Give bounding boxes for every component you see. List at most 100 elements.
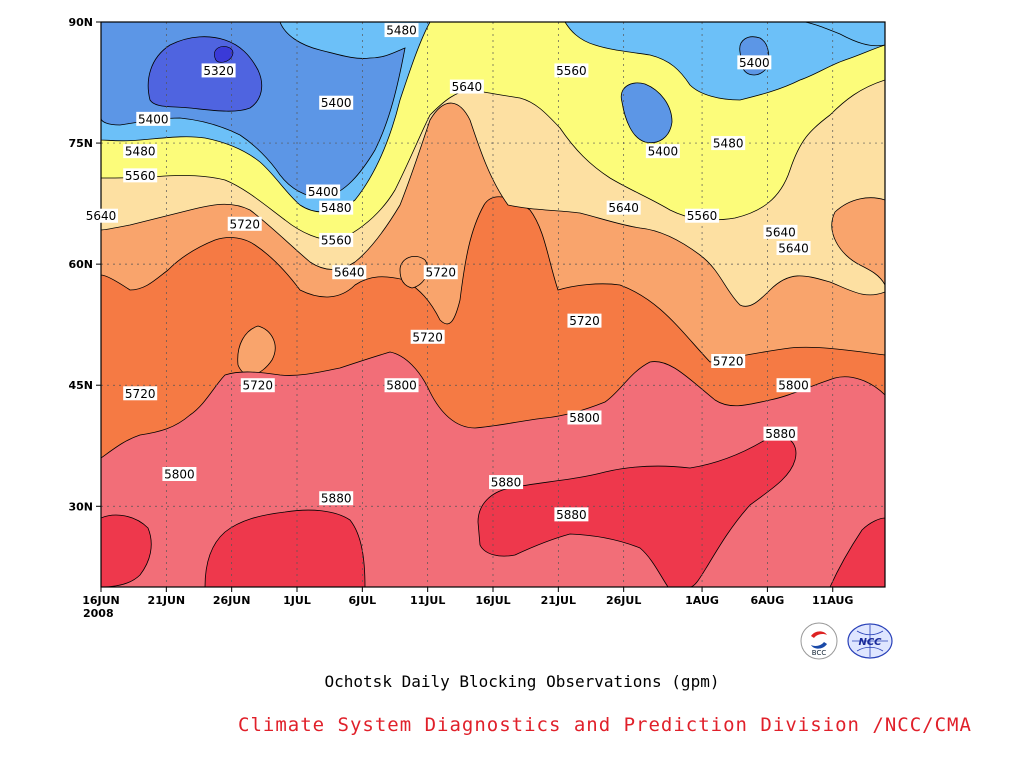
contour-label: 5560 xyxy=(685,208,720,223)
contour-label-text: 5480 xyxy=(125,145,156,159)
contour-label: 5640 xyxy=(84,208,118,223)
contour-label-text: 5640 xyxy=(608,201,639,215)
contour-label: 5720 xyxy=(423,265,458,280)
contour-label-text: 5560 xyxy=(321,233,352,247)
credit-line: Climate System Diagnostics and Predictio… xyxy=(238,714,972,736)
contour-label-bg xyxy=(423,265,458,280)
contour-label-bg xyxy=(410,329,445,344)
contour-label: 5400 xyxy=(306,184,341,199)
fill-band-gt5960-2 xyxy=(204,509,366,587)
contour-label: 5400 xyxy=(319,95,354,110)
contour-label: 5720 xyxy=(240,378,275,393)
contour-label-text: 5800 xyxy=(386,379,417,393)
x-tick-label: 26JUN xyxy=(213,594,251,607)
fill-band-gt5960-4 xyxy=(829,517,885,587)
contour-label-bg xyxy=(384,378,419,393)
contour-label-text: 5400 xyxy=(308,185,339,199)
contour-label: 5800 xyxy=(567,410,602,425)
x-tick-label: 2008 xyxy=(83,607,114,620)
contour-label-bg xyxy=(123,386,158,401)
contour-label-bg xyxy=(319,95,354,110)
bcc-logo-text: BCC xyxy=(812,649,827,657)
contour-label-text: 5560 xyxy=(125,169,156,183)
contour-label: 5640 xyxy=(332,265,367,280)
contour-label-text: 5320 xyxy=(203,64,234,78)
contour-label-text: 5480 xyxy=(321,201,352,215)
fill-band-lt5320 xyxy=(214,46,234,63)
contour-label-text: 5880 xyxy=(321,492,352,506)
contour-label-bg xyxy=(606,200,641,215)
fill-band-gt5960-1 xyxy=(101,514,152,587)
contour-label-bg xyxy=(711,354,746,368)
grid-lines xyxy=(101,22,885,587)
x-tick-label: 26JUL xyxy=(606,594,641,607)
contour-label-text: 5640 xyxy=(778,242,809,256)
contour-label: 5640 xyxy=(449,79,484,94)
contour-label-bg xyxy=(645,144,680,159)
x-tick-label: 16JUN xyxy=(82,594,120,607)
contour-label-text: 5720 xyxy=(229,217,260,231)
x-tick-label: 6JUL xyxy=(348,594,376,607)
contour-labels: 5320 5400 5400 5400 5400 5400 5480 5480 5480 5480… xyxy=(84,23,811,522)
contour-label-text: 5720 xyxy=(569,314,600,328)
contour-label: 5400 xyxy=(645,144,680,159)
contour-label-text: 5800 xyxy=(164,468,195,482)
contour-label-bg xyxy=(123,144,158,159)
contour-label-text: 5800 xyxy=(569,411,600,425)
y-tick-label: 60N xyxy=(68,258,93,271)
x-tick-label: 1JUL xyxy=(283,594,311,607)
ncc-logo-text: NCC xyxy=(858,637,882,648)
contour-label-text: 5400 xyxy=(321,96,352,110)
contour-label: 5480 xyxy=(384,23,419,38)
contour-label-bg xyxy=(763,426,798,441)
contour-label: 5480 xyxy=(123,144,158,159)
contour-label-bg xyxy=(240,378,275,393)
x-tick-label: 11JUL xyxy=(410,594,445,607)
contour-label-bg xyxy=(737,55,772,70)
contour-label: 5720 xyxy=(227,216,262,231)
contour-label-bg xyxy=(319,491,354,506)
contour-label: 5480 xyxy=(711,136,746,151)
contour-label: 5880 xyxy=(554,507,589,522)
contour-label: 5480 xyxy=(319,200,354,215)
y-tick-label: 75N xyxy=(68,137,93,150)
contour-label: 5560 xyxy=(319,232,354,247)
contour-label: 5640 xyxy=(606,200,641,215)
contour-label-text: 5720 xyxy=(713,355,744,369)
contour-label-text: 5400 xyxy=(138,112,169,126)
fill-band-5480-5560-north xyxy=(565,22,885,47)
contour-label-text: 5400 xyxy=(648,145,679,159)
x-tick-label: 11AUG xyxy=(812,594,853,607)
contour-label-bg xyxy=(136,111,171,126)
contour-label-bg xyxy=(319,200,354,215)
contour-label-text: 5640 xyxy=(452,80,483,94)
contour-label: 5640 xyxy=(776,241,811,256)
contour-label-bg xyxy=(554,63,589,78)
y-tick-label: 30N xyxy=(68,500,93,513)
contour-label: 5800 xyxy=(384,378,419,393)
fill-band-5320-5400-east xyxy=(620,82,673,144)
contour-label: 5720 xyxy=(567,313,602,328)
contour-label-text: 5640 xyxy=(334,266,365,280)
contour-label: 5720 xyxy=(123,386,158,401)
contour-label-bg xyxy=(776,378,811,393)
contour-label-text: 5480 xyxy=(386,24,417,38)
contour-label-text: 5560 xyxy=(687,209,718,223)
contour-label-text: 5560 xyxy=(556,64,587,78)
contour-label-bg xyxy=(567,313,602,328)
contour-label-bg xyxy=(332,265,367,280)
contour-label: 5400 xyxy=(737,55,772,70)
contour-label: 5400 xyxy=(136,111,171,126)
contour-label-text: 5480 xyxy=(713,137,744,151)
contour-label-text: 5640 xyxy=(765,225,796,239)
contour-label-bg xyxy=(567,410,602,425)
contour-label-text: 5880 xyxy=(765,427,796,441)
plot-area xyxy=(101,22,885,587)
x-tick-label: 16JUL xyxy=(475,594,510,607)
contour-label-text: 5720 xyxy=(125,387,156,401)
contour-label-text: 5720 xyxy=(425,266,456,280)
contour-label-bg xyxy=(449,79,484,94)
chart-title: Ochotsk Daily Blocking Observations (gpm… xyxy=(324,672,720,691)
contour-label-bg xyxy=(685,208,720,223)
